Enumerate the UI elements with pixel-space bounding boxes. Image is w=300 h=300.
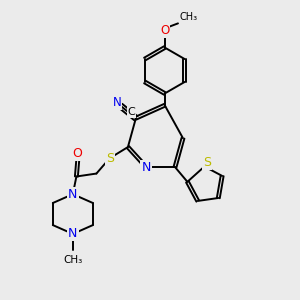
Text: CH₃: CH₃ [63, 255, 82, 266]
Text: S: S [203, 157, 211, 169]
Text: CH₃: CH₃ [179, 12, 198, 22]
Text: N: N [68, 227, 77, 240]
Text: N: N [112, 96, 122, 109]
Text: S: S [106, 152, 114, 165]
Text: C: C [128, 107, 135, 117]
Text: N: N [68, 188, 77, 201]
Text: N: N [142, 160, 151, 174]
Text: O: O [72, 147, 82, 160]
Text: O: O [160, 24, 169, 37]
